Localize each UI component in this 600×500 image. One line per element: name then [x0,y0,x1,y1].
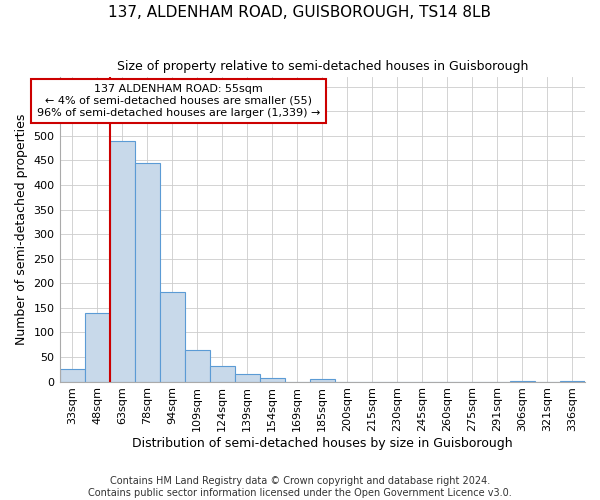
Bar [260,378,285,382]
Text: 137 ALDENHAM ROAD: 55sqm
← 4% of semi-detached houses are smaller (55)
96% of se: 137 ALDENHAM ROAD: 55sqm ← 4% of semi-de… [37,84,320,117]
Y-axis label: Number of semi-detached properties: Number of semi-detached properties [15,114,28,345]
Text: 137, ALDENHAM ROAD, GUISBOROUGH, TS14 8LB: 137, ALDENHAM ROAD, GUISBOROUGH, TS14 8L… [109,5,491,20]
Bar [110,141,134,382]
Bar [560,380,585,382]
Bar [85,313,110,382]
Bar [160,292,185,382]
Text: Contains HM Land Registry data © Crown copyright and database right 2024.
Contai: Contains HM Land Registry data © Crown c… [88,476,512,498]
Bar [310,379,335,382]
Bar [185,350,209,382]
Title: Size of property relative to semi-detached houses in Guisborough: Size of property relative to semi-detach… [116,60,528,73]
Bar [209,366,235,382]
Bar [235,374,260,382]
X-axis label: Distribution of semi-detached houses by size in Guisborough: Distribution of semi-detached houses by … [132,437,512,450]
Bar [510,380,535,382]
Bar [59,370,85,382]
Bar [134,163,160,382]
